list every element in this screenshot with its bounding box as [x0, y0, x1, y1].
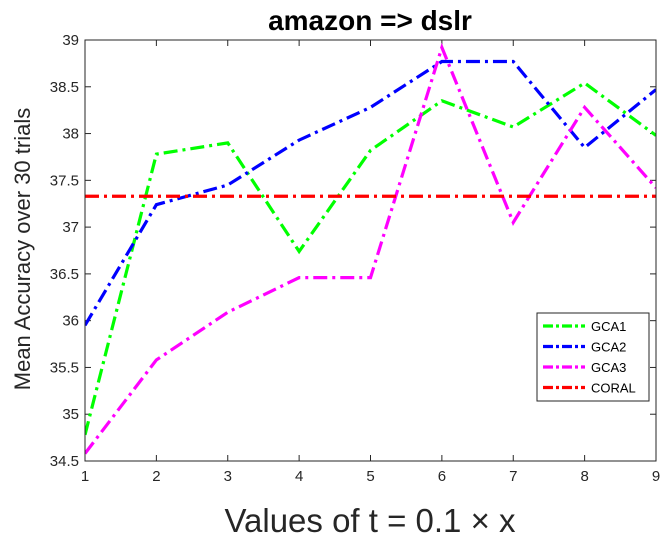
x-tick-label: 9 [652, 468, 660, 485]
y-tick-label: 34.5 [50, 453, 79, 470]
x-tick-label: 3 [224, 468, 232, 485]
series-line-gca3 [85, 42, 656, 455]
legend-label-gca3: GCA3 [591, 360, 626, 375]
legend-label-coral: CORAL [591, 381, 636, 396]
x-axis-label: Values of t = 0.1 × x [224, 502, 516, 539]
x-tick-label: 8 [580, 468, 588, 485]
x-tick-label: 7 [509, 468, 517, 485]
y-tick-label: 35.5 [50, 359, 79, 376]
x-tick-label: 5 [366, 468, 374, 485]
y-tick-label: 38.5 [50, 79, 79, 96]
y-axis-label: Mean Accuracy over 30 trials [10, 108, 35, 390]
y-tick-label: 37 [62, 219, 79, 236]
legend: GCA1 GCA2 GCA3 CORAL [536, 312, 650, 402]
chart-title: amazon => dslr [268, 5, 472, 36]
y-tick-label: 39 [62, 32, 79, 49]
y-tick-label: 37.5 [50, 172, 79, 189]
plot-area: 1 2 3 4 5 6 7 8 9 34.5 35 35.5 36 36.5 37 37.5 38 38.5 39 [50, 32, 660, 485]
plot-frame [84, 39, 657, 462]
x-tick-label: 2 [152, 468, 160, 485]
x-tick-label: 4 [295, 468, 303, 485]
legend-label-gca1: GCA1 [591, 319, 626, 334]
y-tick-label: 36.5 [50, 266, 79, 283]
y-tick-label: 36 [62, 313, 79, 330]
series-line-gca1 [85, 81, 656, 436]
x-tick-label: 1 [81, 468, 89, 485]
legend-box [536, 312, 650, 402]
y-tick-label: 35 [62, 406, 79, 423]
series-line-gca2 [85, 59, 656, 327]
y-tick-label: 38 [62, 126, 79, 143]
x-tick-label: 6 [438, 468, 446, 485]
legend-label-gca2: GCA2 [591, 340, 626, 355]
